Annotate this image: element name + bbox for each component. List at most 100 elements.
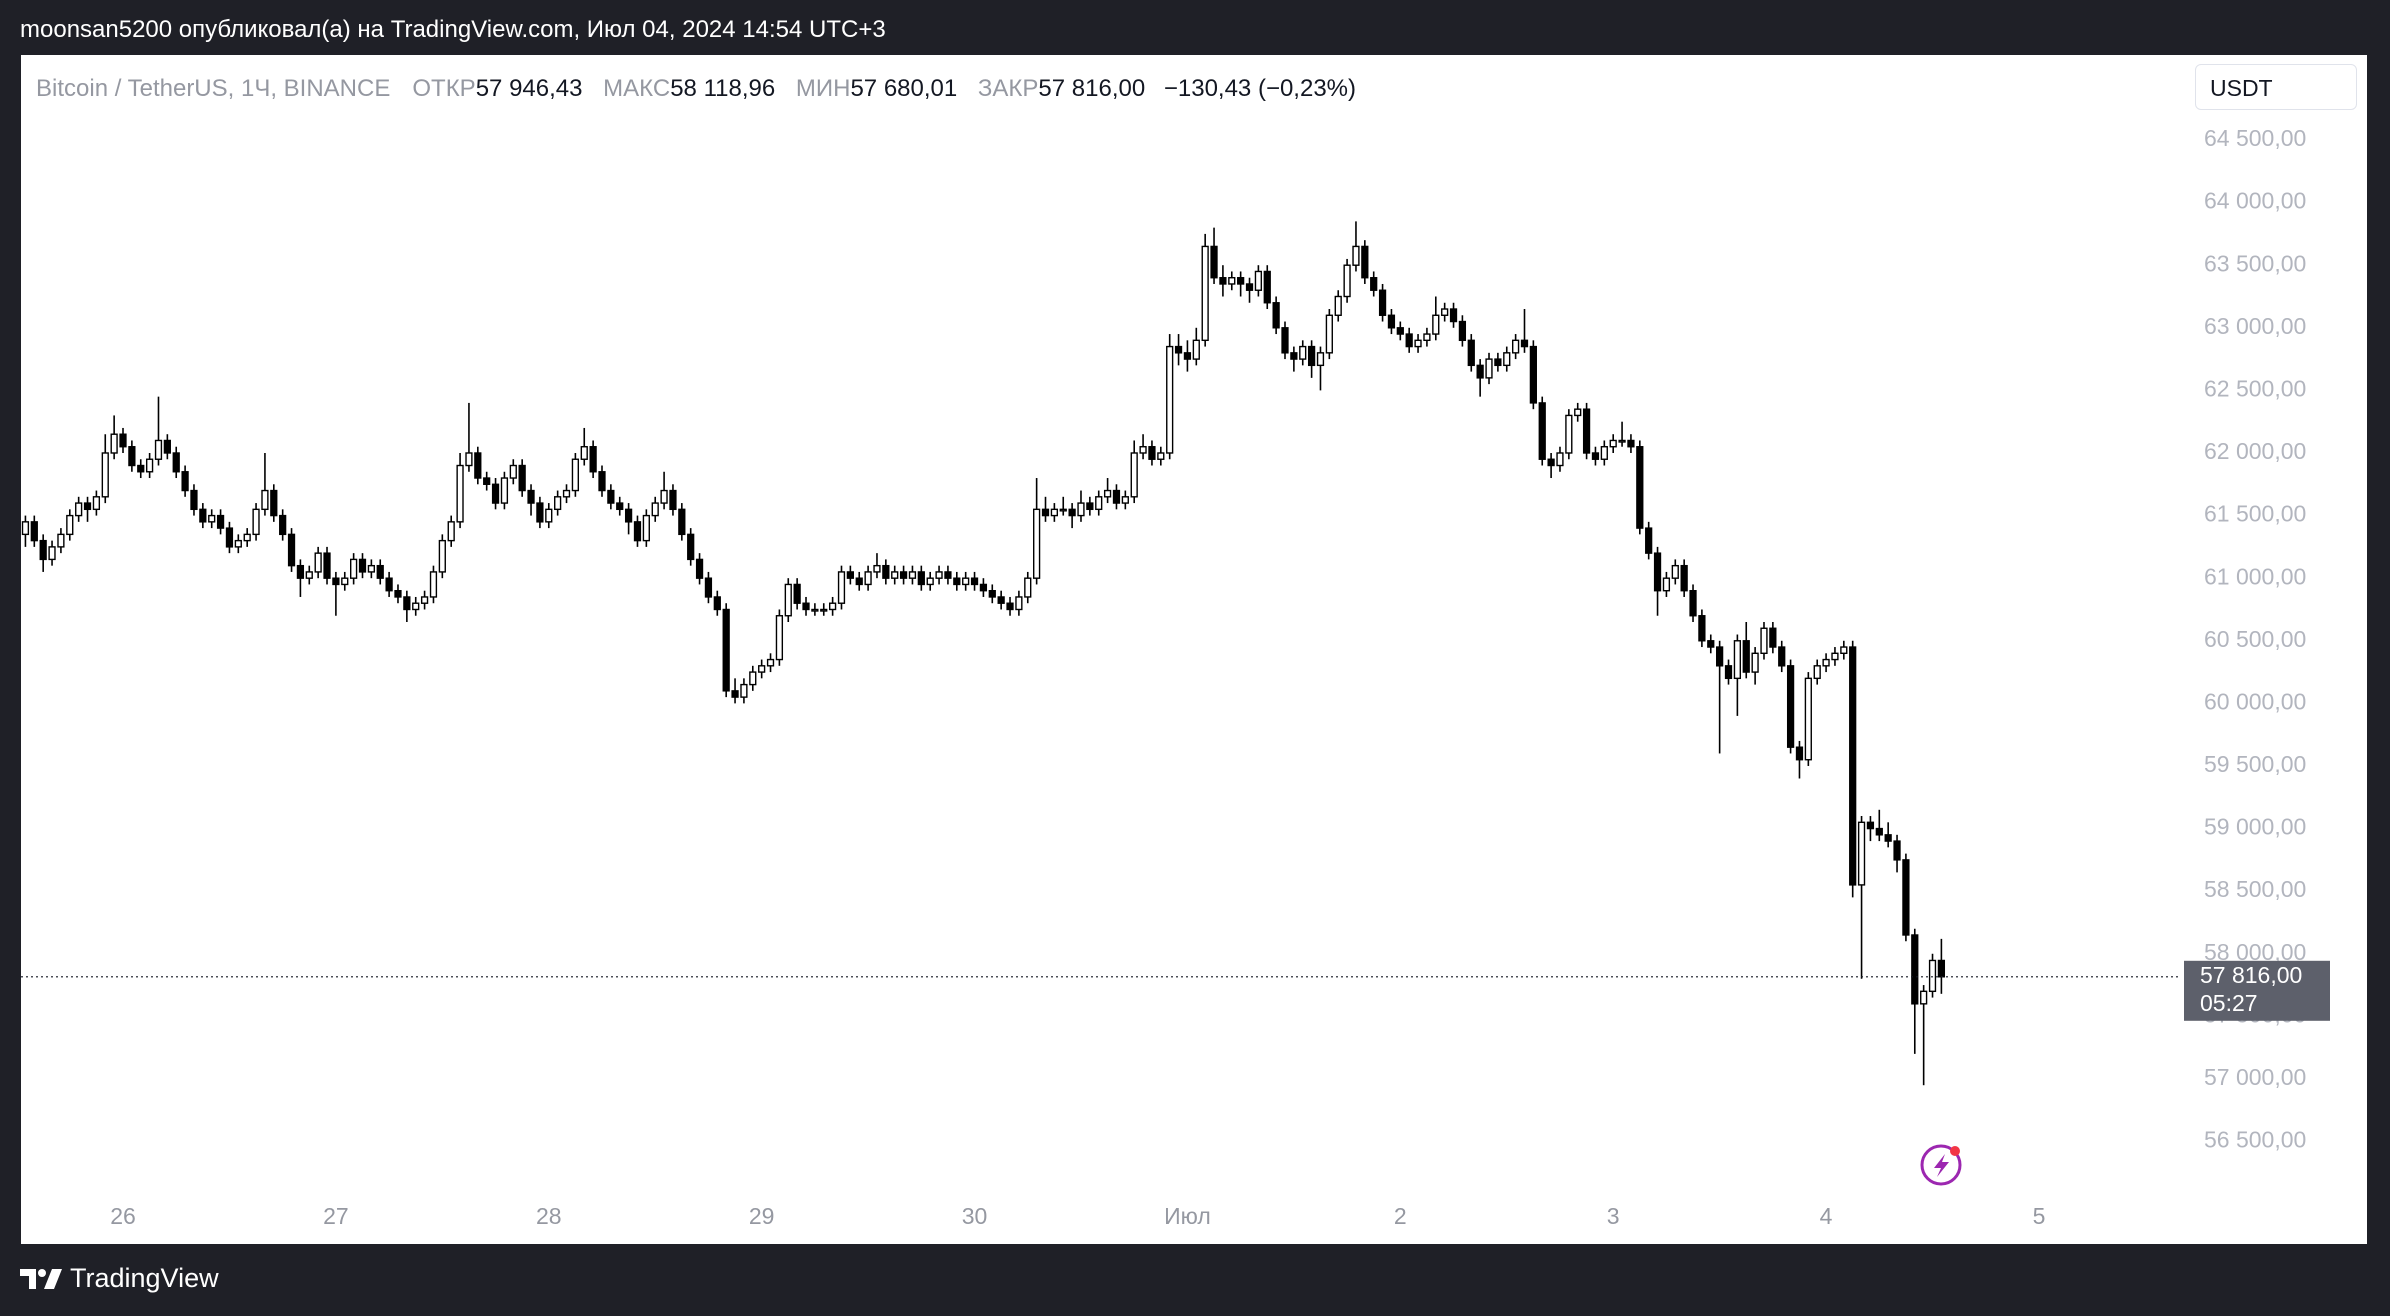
candle-body [917,571,925,586]
candle-body [1396,327,1404,335]
y-tick-label: 58 000,00 [2204,939,2306,965]
candle-body [1928,959,1937,993]
candle-body [651,502,659,517]
candle-body [1778,646,1786,667]
candle-body [172,452,180,473]
candle-body [1795,746,1804,761]
x-tick-label: 28 [536,1203,562,1229]
currency-button[interactable]: USDT [2195,64,2357,110]
candle-body [403,596,411,611]
candle-body [341,577,349,586]
candle-body [1503,352,1511,367]
y-tick-label: 59 000,00 [2204,814,2306,840]
candle-body [1432,314,1440,335]
candle-body [252,508,260,536]
icon-dot [1950,1146,1960,1156]
candle-body [474,452,482,479]
x-tick-label: 3 [1607,1203,1620,1229]
candle-body [1370,277,1378,291]
candle-body [1760,627,1768,654]
candle-body [261,489,269,511]
candle-body [687,533,695,561]
candle-body [137,464,145,473]
candle-body [953,577,961,586]
x-tick-label: 30 [962,1203,988,1229]
candle-body [669,489,677,511]
x-tick-label: 5 [2033,1203,2046,1229]
candle-body [1627,439,1635,448]
candle-body [1033,508,1041,579]
y-tick-label: 63 500,00 [2204,250,2306,276]
candle-body [1219,277,1227,285]
candle-body [296,564,305,579]
candle-body [1183,352,1192,360]
candle-body [367,564,375,573]
candle-body [820,608,828,612]
last-price-box [2184,960,2330,1021]
candle-body [57,533,65,548]
last-price-label: 57 816,00 [2200,962,2302,988]
candle-body [1937,959,1946,978]
candle-body [1645,527,1653,554]
candle-body [1316,352,1325,367]
candle-body [1414,339,1422,348]
candle-body [350,558,358,579]
candle-body [554,496,562,511]
candle-body [1600,446,1608,460]
candle-body [323,552,331,579]
candle-body [775,615,784,661]
y-tick-label: 63 000,00 [2204,313,2306,339]
candle-body [962,577,970,586]
candle-body [1769,627,1777,648]
candle-body [722,608,730,692]
candle-body [1210,245,1218,279]
candle-body [1378,289,1387,316]
candle-body [882,564,890,579]
legend: Bitcoin / TetherUS, 1Ч, BINANCE ОТКР57 9… [36,75,1368,103]
candle-body [1325,314,1333,354]
candle-body [1920,990,1928,1005]
candle-body [216,514,225,529]
candle-body [571,458,580,492]
candle-body [633,521,642,542]
candle-body [1174,345,1183,354]
candle-body [1148,446,1156,460]
candle-body [1192,339,1200,360]
candle-body [1884,834,1892,842]
candle-body [92,496,101,511]
candle-body [101,452,109,498]
candle-body [607,489,615,504]
y-tick-label: 61 000,00 [2204,563,2306,589]
candle-body [208,514,216,523]
candle-body [234,539,242,548]
open-value: 57 946,43 [475,75,583,102]
candle-body [1254,270,1263,291]
candle-body [1006,602,1014,611]
candle-body [1520,339,1529,348]
candle-body [926,577,934,586]
candle-body [562,489,571,498]
candle-body [1449,308,1458,323]
candle-body [1441,308,1449,316]
candle-body [1831,652,1839,661]
candle-body [713,596,721,611]
change-value: −130,43 (−0,23%) [1163,75,1356,102]
candle-body [811,608,819,612]
high-value: 58 118,96 [670,75,776,102]
y-tick-label: 64 000,00 [2204,188,2306,214]
lightning-icon[interactable] [1920,1144,1962,1186]
candle-body [1245,283,1254,291]
candle-body [21,521,30,536]
candle-body [1361,245,1369,279]
candle-body [1813,665,1821,680]
candle-body [793,583,801,604]
y-tick-label: 62 000,00 [2204,438,2306,464]
candle-body [828,602,837,611]
candle-body [83,502,92,511]
candle-body [145,458,154,473]
x-tick-label: 26 [110,1203,136,1229]
candle-body [1724,665,1733,680]
candle-body [749,671,757,686]
candle-body [1112,489,1121,504]
